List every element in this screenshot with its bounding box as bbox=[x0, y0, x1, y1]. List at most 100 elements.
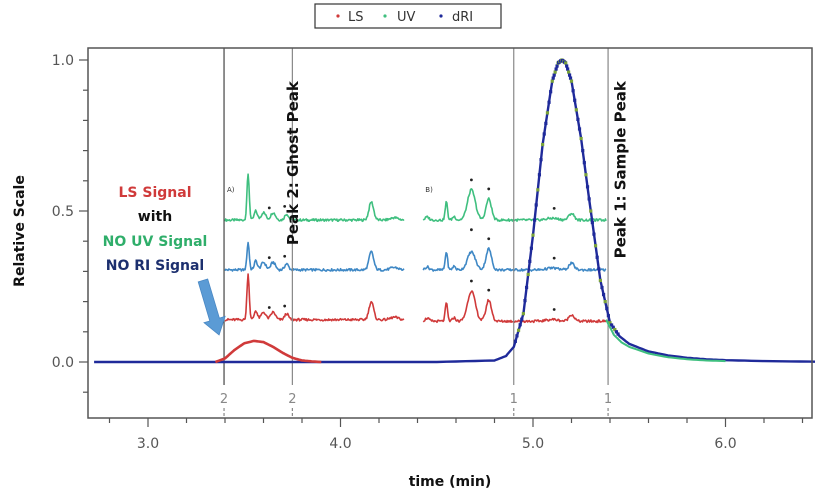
dri-point bbox=[539, 158, 543, 162]
dri-point bbox=[585, 185, 590, 189]
annotation-no-uv: NO UV Signal bbox=[103, 234, 208, 250]
dri-point bbox=[608, 321, 612, 325]
inset-trace-ls bbox=[422, 290, 607, 324]
inset-trace-ls bbox=[224, 273, 405, 322]
dri-point bbox=[545, 111, 550, 115]
asterisk-marker bbox=[552, 308, 556, 311]
dri-point bbox=[552, 73, 556, 77]
dri-point bbox=[526, 272, 530, 277]
dri-point bbox=[533, 218, 537, 222]
dri-point bbox=[576, 117, 580, 121]
dri-point bbox=[541, 142, 545, 147]
legend-dri-marker bbox=[439, 14, 443, 18]
dri-point bbox=[564, 61, 568, 65]
annotation-no-ri: NO RI Signal bbox=[106, 258, 204, 274]
dri-point bbox=[611, 325, 615, 329]
dri-point bbox=[600, 285, 604, 290]
callout-arrow bbox=[197, 278, 226, 336]
legend-ls-marker bbox=[336, 14, 340, 18]
y-axis-title: Relative Scale bbox=[12, 175, 28, 287]
x-tick-label: 3.0 bbox=[137, 436, 159, 452]
dri-point bbox=[516, 328, 521, 332]
dri-point bbox=[544, 121, 548, 126]
dri-point bbox=[567, 73, 572, 77]
dri-point bbox=[566, 67, 570, 71]
dri-point bbox=[521, 312, 525, 316]
dri-point bbox=[549, 90, 553, 94]
dri-point bbox=[518, 323, 522, 327]
asterisk-marker bbox=[283, 204, 287, 208]
legend: LS UV dRI bbox=[314, 3, 502, 29]
dri-point bbox=[579, 136, 583, 141]
dri-point bbox=[597, 267, 601, 271]
dri-point bbox=[520, 317, 524, 321]
legend-ls-label: LS bbox=[348, 10, 364, 25]
dri-point bbox=[513, 339, 517, 343]
inset-a: A) bbox=[224, 173, 405, 322]
inset-trace-dri bbox=[422, 247, 607, 272]
dri-point bbox=[553, 70, 557, 74]
legend-dri-label: dRI bbox=[452, 10, 473, 25]
asterisk-marker bbox=[470, 279, 473, 283]
dri-point bbox=[529, 246, 533, 250]
series-uv bbox=[605, 319, 726, 363]
x-tick-label: 4.0 bbox=[329, 436, 351, 452]
dri-point bbox=[555, 64, 559, 68]
inset-label: B) bbox=[425, 186, 433, 194]
dri-point bbox=[581, 149, 585, 153]
dri-point bbox=[531, 233, 535, 237]
inset-trace-uv bbox=[422, 188, 607, 222]
dri-point bbox=[542, 132, 546, 136]
dri-point bbox=[603, 300, 607, 304]
vertical-markers: 2 2 1 1 Peak 2: Ghost Peak Peak 1: Sample Pea… bbox=[220, 48, 629, 418]
asterisk-marker bbox=[470, 178, 473, 182]
asterisk-marker bbox=[267, 256, 271, 260]
legend-box bbox=[314, 3, 502, 29]
dri-point bbox=[568, 76, 573, 80]
dri-point bbox=[616, 332, 620, 336]
dri-point bbox=[515, 334, 519, 338]
axes: 3.0 4.0 5.0 6.0 0.0 0.5 1.0 bbox=[52, 47, 813, 452]
dri-point bbox=[528, 259, 532, 263]
annotation-with: with bbox=[138, 209, 172, 225]
dri-point bbox=[554, 67, 558, 71]
dri-point bbox=[595, 255, 599, 259]
series-traces bbox=[94, 58, 815, 364]
dri-point bbox=[574, 108, 578, 112]
asterisk-marker bbox=[267, 306, 271, 309]
dri-point bbox=[589, 209, 593, 213]
dri-point bbox=[573, 98, 577, 102]
x-tick-label: 6.0 bbox=[714, 436, 736, 452]
inset-traces: A) B) bbox=[224, 173, 607, 324]
asterisk-marker bbox=[283, 304, 287, 308]
y-tick-label: 0.0 bbox=[52, 355, 74, 371]
legend-uv-label: UV bbox=[397, 10, 416, 25]
asterisk-marker bbox=[470, 228, 473, 232]
dri-point bbox=[601, 292, 606, 297]
dri-point bbox=[606, 314, 610, 318]
dri-point bbox=[567, 70, 571, 74]
dri-point bbox=[605, 307, 609, 311]
dri-point bbox=[587, 197, 591, 201]
dri-point bbox=[534, 203, 538, 207]
y-tick-label: 0.5 bbox=[52, 204, 74, 220]
asterisk-marker bbox=[283, 254, 287, 258]
asterisk-marker bbox=[487, 288, 491, 292]
marker-label-1: 2 bbox=[288, 392, 296, 407]
peak-label-1: Peak 1: Sample Peak bbox=[611, 80, 629, 258]
dri-point bbox=[523, 298, 527, 303]
dri-point bbox=[551, 76, 555, 80]
series-ls bbox=[214, 339, 322, 364]
marker-label-0: 2 bbox=[220, 392, 228, 407]
asterisk-marker bbox=[487, 187, 491, 191]
dri-point bbox=[571, 89, 575, 93]
dri-point bbox=[547, 100, 551, 104]
plot-frame bbox=[87, 47, 813, 419]
dri-point bbox=[577, 127, 582, 131]
dri-point bbox=[613, 327, 617, 332]
dri-point bbox=[536, 188, 540, 192]
inset-b: B) bbox=[422, 178, 607, 324]
dri-point bbox=[550, 79, 554, 83]
dri-point bbox=[614, 330, 619, 334]
